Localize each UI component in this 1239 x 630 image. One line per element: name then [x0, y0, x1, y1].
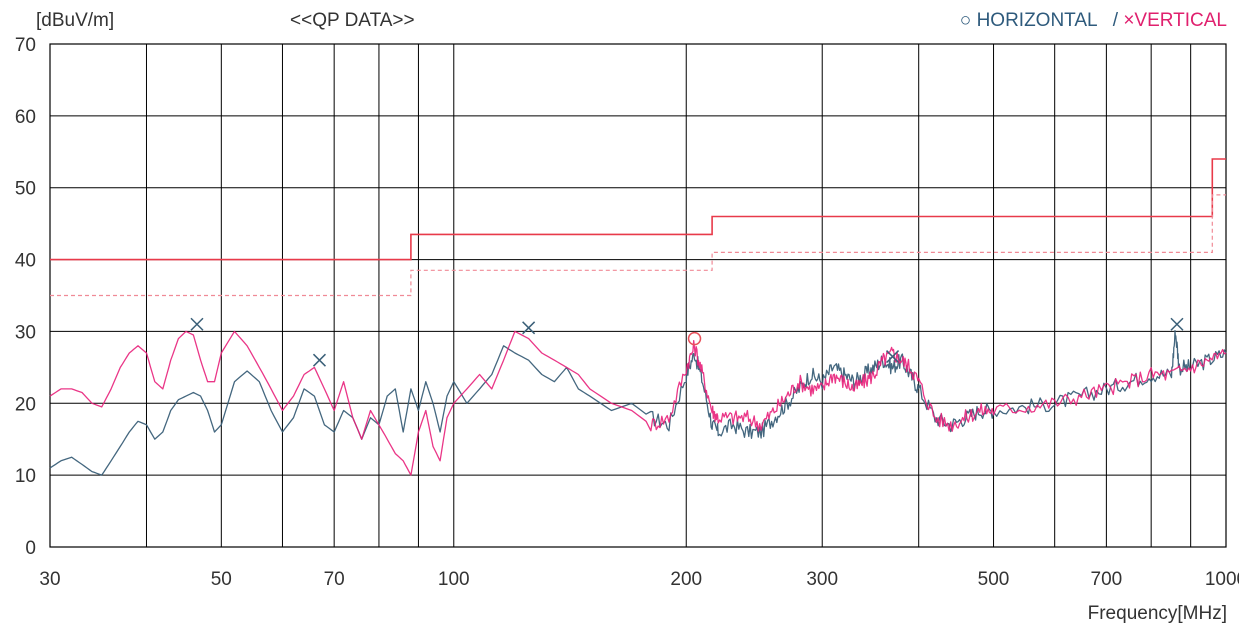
x-tick-label: 50	[211, 569, 232, 590]
peak-marker-x	[312, 353, 326, 367]
y-tick-label: 60	[15, 107, 36, 128]
y-tick-label: 10	[15, 466, 36, 487]
series-line-horizontal	[49, 330, 1227, 476]
legend-separator: /	[1112, 10, 1119, 31]
x-tick-label: 30	[39, 569, 60, 590]
series-line-vertical	[49, 330, 1227, 476]
chart-legend: ○ HORIZONTAL / ×VERTICAL	[960, 10, 1227, 32]
marker-stroke	[886, 350, 900, 364]
chart-series	[49, 330, 1227, 476]
y-tick-label: 0	[25, 538, 36, 559]
peak-markers	[190, 317, 1184, 367]
legend-vertical-symbol: ×	[1123, 10, 1135, 31]
y-tick-label: 30	[15, 322, 36, 343]
peak-marker-x	[522, 321, 536, 335]
marker-stroke	[1170, 317, 1184, 331]
limit-line	[50, 158, 1226, 261]
peak-marker-x	[1170, 317, 1184, 331]
limit-margin-line	[50, 194, 1226, 297]
limit-lines	[50, 158, 1226, 297]
x-tick-label: 200	[670, 569, 702, 590]
peak-marker-x	[190, 317, 204, 331]
legend-horizontal-label: HORIZONTAL	[976, 10, 1097, 31]
chart-subtitle: <<QP DATA>>	[290, 10, 415, 31]
x-tick-label: 70	[324, 569, 345, 590]
x-tick-label: 500	[978, 569, 1010, 590]
y-tick-label: 40	[15, 251, 36, 272]
peak-marker-o	[687, 331, 702, 346]
x-tick-label: 100	[438, 569, 470, 590]
x-axis-label: Frequency[MHz]	[1087, 603, 1227, 624]
peak-marker-x	[886, 350, 900, 364]
marker-stroke	[190, 317, 204, 331]
marker-stroke	[312, 353, 326, 367]
legend-horizontal-symbol: ○	[959, 10, 972, 31]
x-tick-label: 300	[806, 569, 838, 590]
y-tick-label: 70	[15, 35, 36, 56]
y-tick-label: 20	[15, 394, 36, 415]
legend-vertical-label: VERTICAL	[1134, 10, 1227, 31]
chart-grid	[49, 43, 1227, 548]
x-tick-label: 1000	[1205, 569, 1239, 590]
x-tick-labels: 30 50 70 100 200 300 500 700 1000	[39, 569, 1239, 590]
y-tick-labels: 0 10 20 30 40 50 60 70	[15, 35, 36, 559]
y-tick-label: 50	[15, 179, 36, 200]
y-axis-label: [dBuV/m]	[36, 10, 115, 31]
marker-stroke	[522, 321, 536, 335]
x-tick-label: 700	[1091, 569, 1123, 590]
